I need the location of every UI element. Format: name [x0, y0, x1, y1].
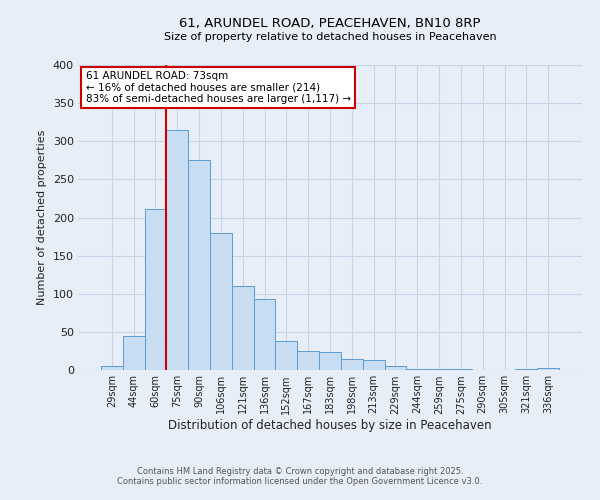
Bar: [341, 358, 363, 370]
Bar: [188, 160, 210, 370]
Bar: [537, 368, 559, 370]
Text: 61, ARUNDEL ROAD, PEACEHAVEN, BN10 8RP: 61, ARUNDEL ROAD, PEACEHAVEN, BN10 8RP: [179, 18, 481, 30]
Bar: [101, 366, 123, 370]
Bar: [275, 341, 297, 370]
Bar: [210, 233, 232, 370]
Y-axis label: Number of detached properties: Number of detached properties: [37, 130, 47, 305]
Bar: [363, 360, 385, 370]
X-axis label: Distribution of detached houses by size in Peacehaven: Distribution of detached houses by size …: [168, 419, 492, 432]
Text: 61 ARUNDEL ROAD: 73sqm
← 16% of detached houses are smaller (214)
83% of semi-de: 61 ARUNDEL ROAD: 73sqm ← 16% of detached…: [86, 71, 350, 104]
Bar: [232, 286, 254, 370]
Text: Contains HM Land Registry data © Crown copyright and database right 2025.: Contains HM Land Registry data © Crown c…: [137, 467, 463, 476]
Text: Size of property relative to detached houses in Peacehaven: Size of property relative to detached ho…: [164, 32, 496, 42]
Bar: [145, 209, 166, 370]
Text: Contains public sector information licensed under the Open Government Licence v3: Contains public sector information licen…: [118, 477, 482, 486]
Bar: [406, 369, 428, 370]
Bar: [166, 130, 188, 370]
Bar: [123, 336, 145, 370]
Bar: [428, 369, 450, 370]
Bar: [450, 369, 472, 370]
Bar: [254, 299, 275, 370]
Bar: [515, 369, 537, 370]
Bar: [297, 351, 319, 370]
Bar: [319, 352, 341, 370]
Bar: [385, 366, 406, 370]
